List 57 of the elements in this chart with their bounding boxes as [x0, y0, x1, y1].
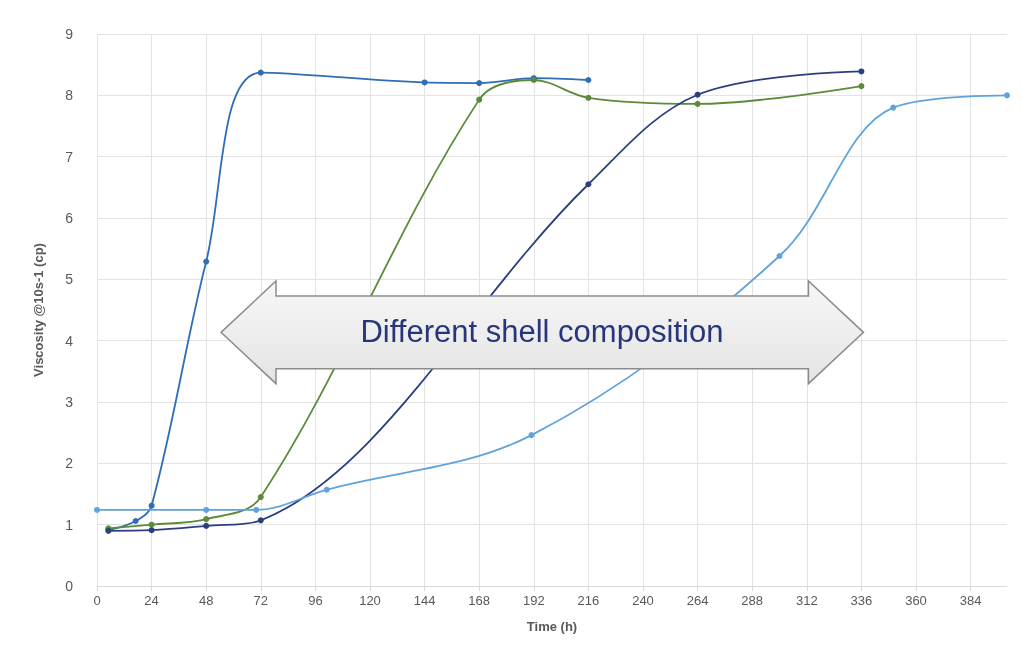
y-tick-label: 9 — [65, 26, 74, 42]
x-tick-label: 336 — [850, 593, 873, 608]
point — [257, 517, 264, 524]
y-tick-label: 8 — [65, 87, 74, 104]
y-axis-title: Viscosity @10s-1 (cp) — [31, 243, 46, 377]
x-tick-label: 48 — [198, 593, 214, 608]
x-tick-label: 144 — [413, 593, 436, 608]
point — [203, 522, 210, 529]
point — [323, 486, 330, 493]
point — [257, 494, 264, 501]
point — [694, 91, 701, 98]
point — [1004, 92, 1010, 99]
x-tick-label: 288 — [741, 593, 764, 608]
y-tick-label: 0 — [65, 578, 74, 594]
point — [858, 83, 865, 90]
x-tick-label: 384 — [959, 593, 982, 608]
y-tick-label: 4 — [65, 332, 74, 349]
x-tick-label: 360 — [905, 593, 927, 608]
x-tick-label: 168 — [468, 593, 491, 608]
point — [585, 77, 592, 83]
x-tick-label: 72 — [253, 593, 269, 608]
point — [890, 104, 897, 111]
annotation: Different shell composition — [360, 314, 724, 351]
point — [253, 506, 260, 513]
point — [585, 94, 592, 101]
y-tick-label: 7 — [65, 148, 74, 165]
point — [203, 506, 210, 513]
point — [858, 68, 865, 75]
y-tick-label: 5 — [65, 271, 74, 288]
x-axis-title: Time (h) — [526, 619, 578, 634]
x-tick-label: 312 — [795, 593, 818, 608]
point — [421, 79, 428, 86]
y-tick-label: 1 — [65, 516, 74, 533]
x-tick-label: 96 — [308, 593, 323, 608]
point — [94, 506, 100, 513]
y-tick-label: 2 — [65, 455, 74, 472]
y-tick-label: 3 — [65, 394, 74, 410]
x-tick-label: 0 — [93, 593, 101, 608]
point — [476, 80, 483, 87]
y-tick-label: 6 — [65, 210, 74, 226]
point — [776, 253, 783, 260]
point — [257, 69, 264, 76]
x-tick-label: 120 — [359, 593, 381, 608]
point — [203, 258, 210, 265]
point — [132, 517, 139, 524]
point — [694, 100, 701, 107]
point — [476, 96, 483, 103]
point — [203, 516, 210, 523]
x-tick-label: 264 — [686, 593, 709, 608]
point — [148, 502, 155, 509]
x-tick-label: 24 — [144, 593, 159, 608]
point — [148, 527, 155, 534]
x-tick-label: 216 — [577, 593, 600, 608]
point — [585, 181, 592, 188]
x-tick-label: 192 — [522, 593, 545, 608]
x-tick-label: 240 — [632, 593, 654, 608]
point — [528, 432, 535, 439]
